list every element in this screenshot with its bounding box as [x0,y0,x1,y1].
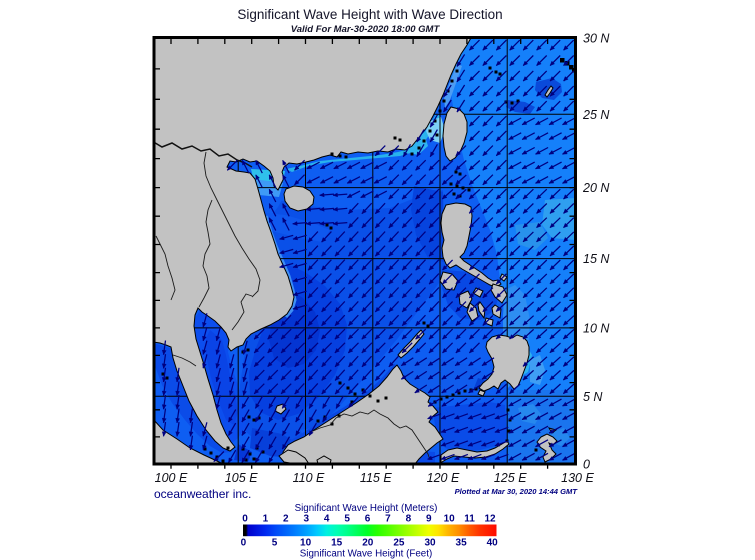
svg-text:8: 8 [406,514,412,525]
svg-text:6: 6 [365,514,371,525]
svg-text:25 N: 25 N [582,108,610,122]
svg-text:120 E: 120 E [427,471,460,485]
svg-text:Significant Wave Height with W: Significant Wave Height with Wave Direct… [237,7,502,22]
svg-text:oceanweather inc.: oceanweather inc. [154,487,251,501]
svg-text:15: 15 [331,538,343,549]
svg-text:Valid For Mar-30-2020 18:00 GM: Valid For Mar-30-2020 18:00 GMT [291,24,441,35]
svg-text:115 E: 115 E [360,471,392,485]
svg-text:15 N: 15 N [583,252,610,266]
svg-text:5: 5 [344,514,350,525]
svg-text:5 N: 5 N [583,390,603,404]
svg-text:5: 5 [272,538,278,549]
svg-text:2: 2 [283,514,289,525]
svg-text:10: 10 [300,538,312,549]
svg-text:125 E: 125 E [494,471,527,485]
svg-text:30 N: 30 N [583,32,610,46]
svg-text:105 E: 105 E [225,471,258,485]
svg-text:25: 25 [393,538,405,549]
svg-text:10 N: 10 N [583,322,610,336]
svg-text:Significant Wave Height (Meter: Significant Wave Height (Meters) [295,503,438,514]
svg-text:40: 40 [487,538,499,549]
svg-text:30: 30 [424,538,436,549]
svg-text:110 E: 110 E [293,471,325,485]
svg-text:10: 10 [444,514,456,525]
svg-text:0: 0 [241,538,247,549]
svg-text:Significant Wave Height (Feet): Significant Wave Height (Feet) [300,549,433,560]
svg-text:100 E: 100 E [155,471,188,485]
svg-text:1: 1 [263,514,269,525]
svg-text:7: 7 [385,514,391,525]
svg-text:12: 12 [484,514,496,525]
svg-text:35: 35 [456,538,468,549]
svg-text:3: 3 [304,514,310,525]
svg-text:130 E: 130 E [561,471,594,485]
svg-text:20: 20 [362,538,374,549]
svg-text:0: 0 [583,458,590,472]
svg-text:4: 4 [324,514,330,525]
svg-text:0: 0 [242,514,248,525]
svg-text:20 N: 20 N [582,181,610,195]
svg-text:9: 9 [426,514,432,525]
svg-text:Plotted at Mar 30, 2020 14:44: Plotted at Mar 30, 2020 14:44 GMT [455,487,579,496]
svg-text:11: 11 [464,514,475,525]
